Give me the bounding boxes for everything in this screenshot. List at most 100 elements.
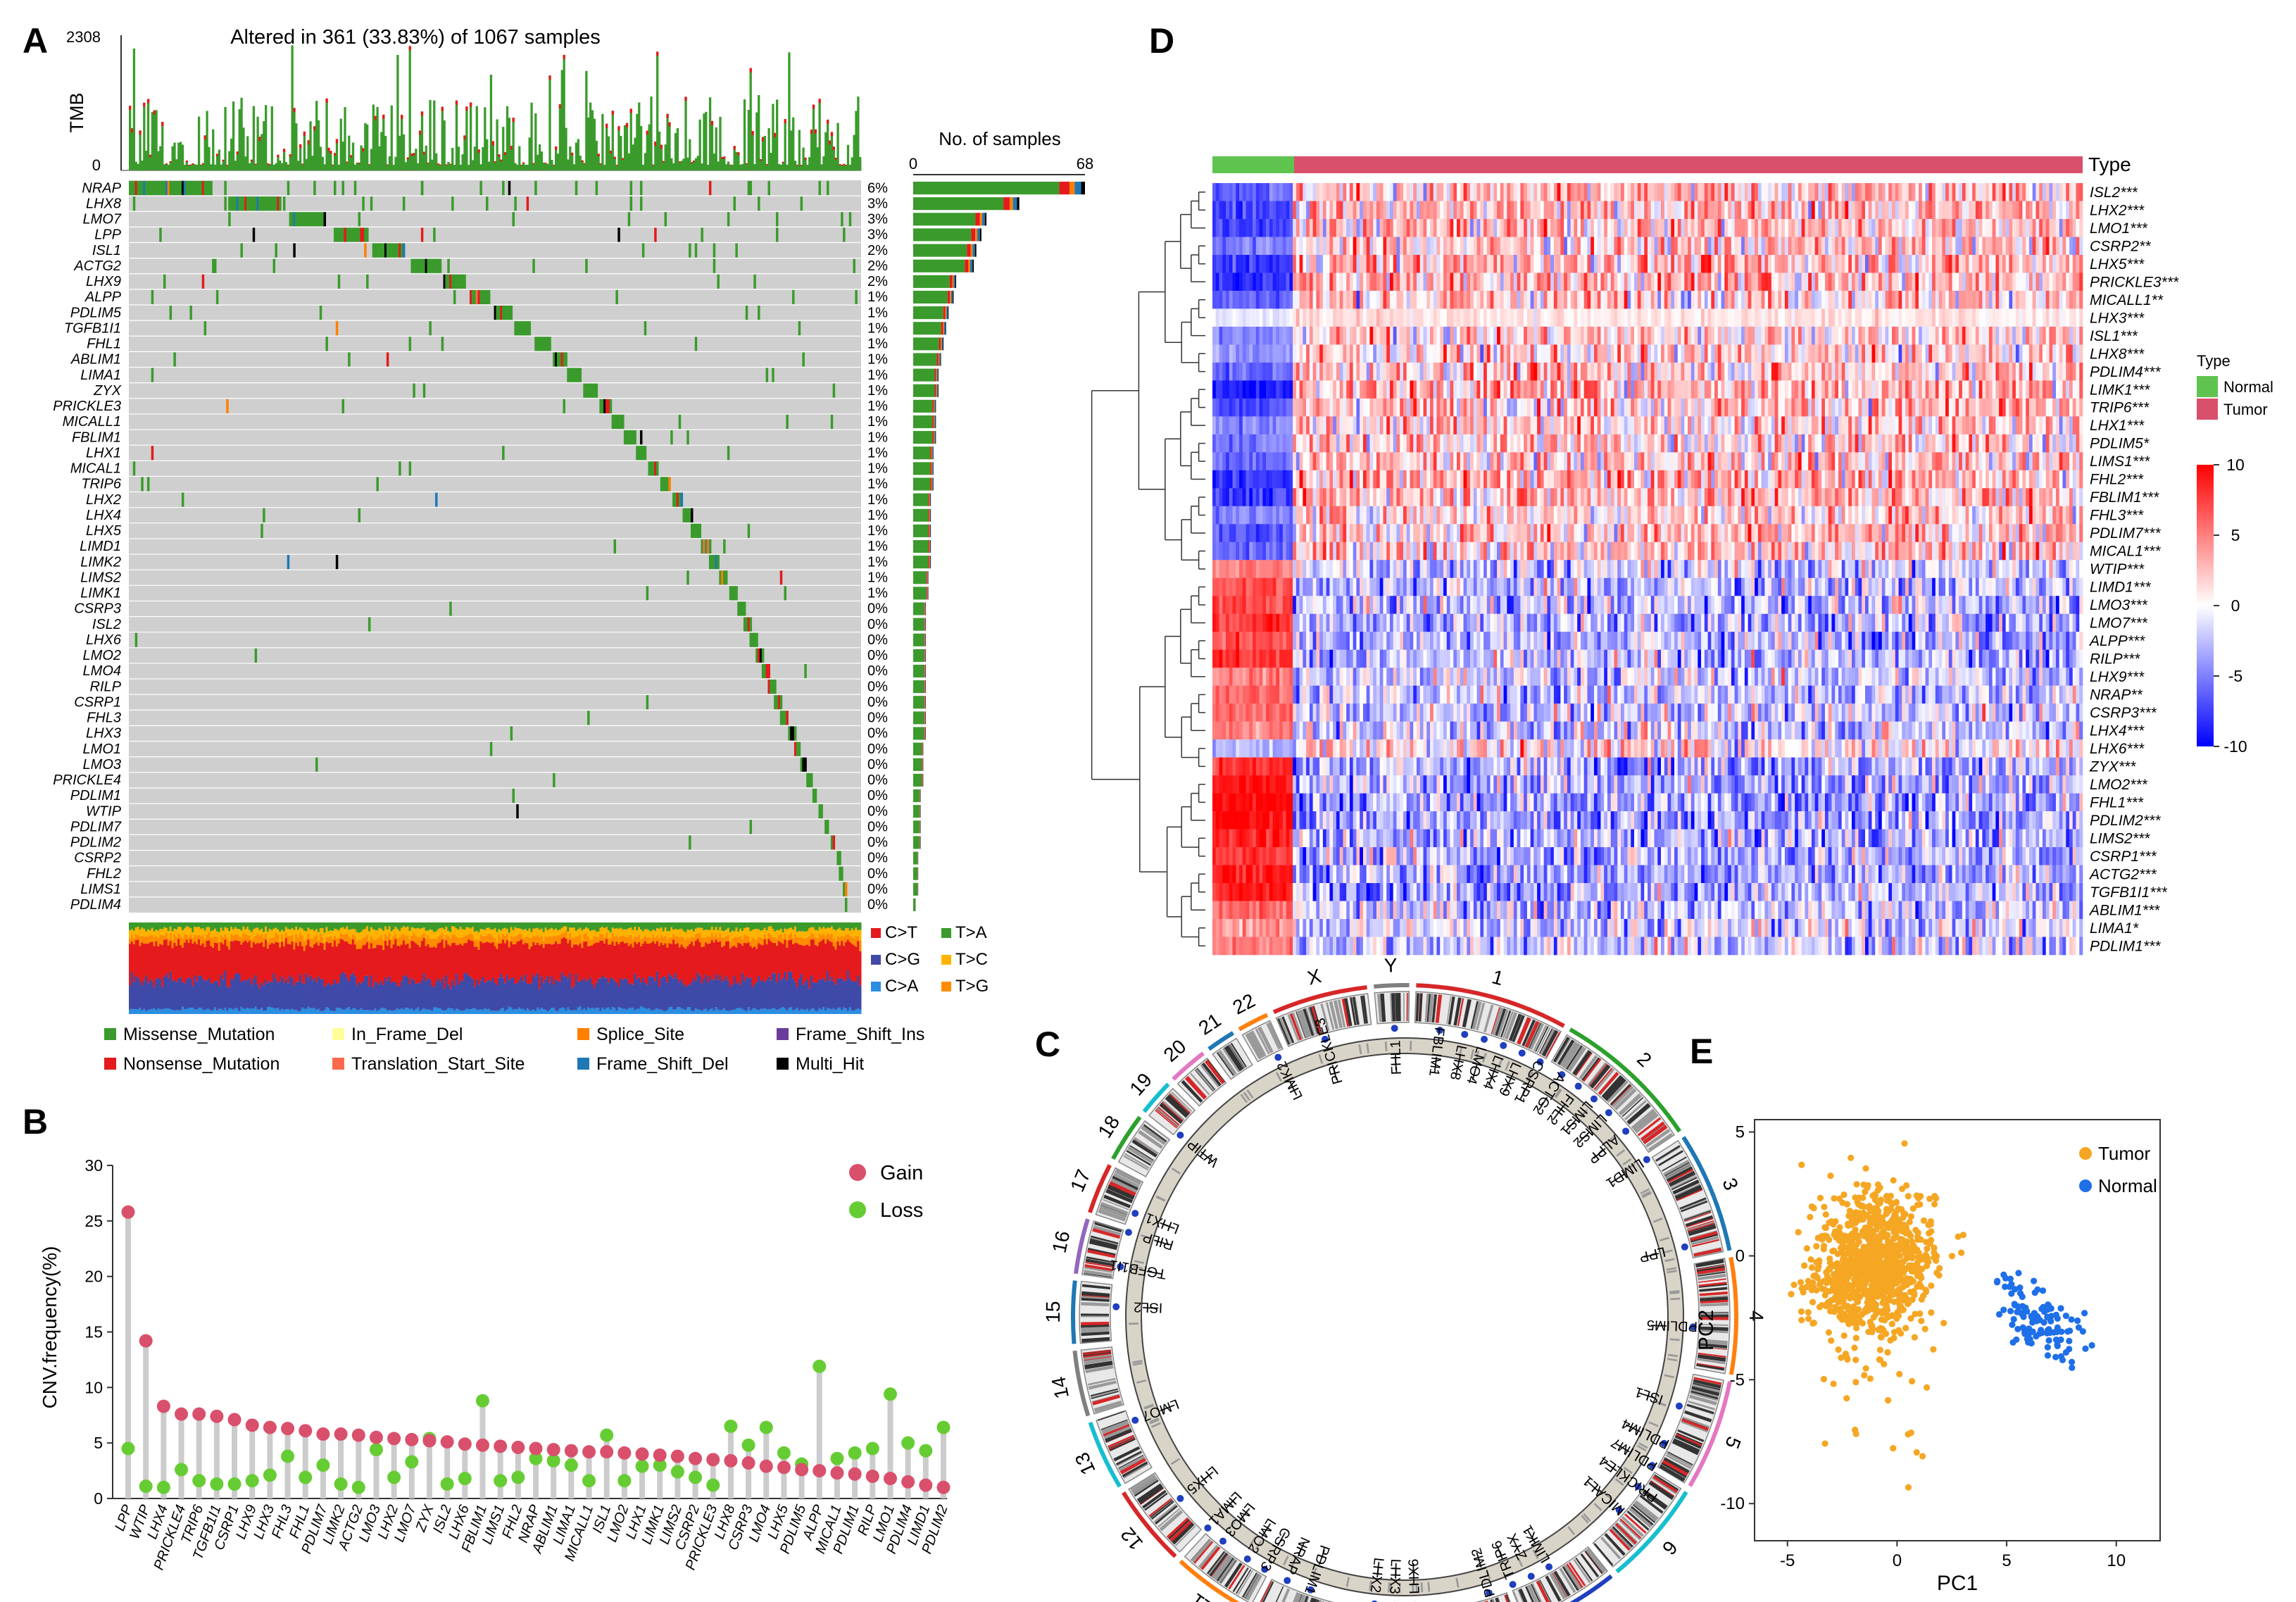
transition-segment [457,930,460,939]
transition-segment [386,1010,389,1014]
transition-segment [498,934,501,944]
transition-segment [364,975,367,1010]
transition-segment [453,1010,456,1014]
transition-segment [524,937,527,944]
transition-segment [776,922,779,931]
transition-segment [471,927,475,935]
oncoplot-percent-label: 1% [867,523,888,539]
mutation-cell [449,274,452,289]
transition-segment [282,931,286,941]
transition-segment [388,1010,391,1014]
transition-segment [366,941,369,976]
transition-segment [181,947,184,983]
tmb-bar [335,139,339,170]
cytoband [1700,1326,1729,1331]
transition-segment [741,1008,744,1014]
transition-segment [215,943,219,981]
transition-segment [520,976,523,1009]
transition-segment [544,944,547,980]
mutation-legend-swatch [332,1058,344,1070]
transition-segment [489,922,493,930]
sample-bar-segment [1003,197,1010,211]
transition-segment [790,927,793,933]
mutation-cell [782,711,785,725]
transition-segment [503,943,507,984]
transition-segment [279,980,282,1010]
tmb-bar-segment [258,137,261,142]
sample-bar-segment [981,213,985,226]
transition-segment [664,927,667,936]
transition-segment [520,1008,523,1014]
cytoband [1512,1015,1525,1043]
oncoplot-gene-label: LMO1 [83,741,121,757]
transition-segment [153,922,156,932]
mutation-cell [790,726,793,741]
sample-bar [913,602,924,615]
transition-segment [445,922,448,927]
cytoband [1699,1287,1728,1292]
heatmap-cell [1343,183,1347,201]
transition-segment [579,922,582,928]
mutation-cell [455,274,458,289]
transition-segment [491,922,495,930]
transition-segment [759,944,763,982]
transition-segment [676,1007,679,1014]
transition-segment [820,928,823,935]
transition-segment [277,942,280,983]
mutation-cell [589,383,592,398]
mutation-cell [776,695,779,710]
transition-segment [155,1010,158,1014]
sample-bar-segment [1059,182,1070,195]
transition-segment [741,922,744,932]
mutation-cell [606,399,608,413]
transition-segment [246,942,249,981]
mutation-cell [422,258,426,273]
mutation-cell [617,227,620,242]
mutation-cell [713,258,716,273]
cnv-loss-dot [529,1451,543,1465]
transition-segment [510,978,513,1008]
cnv-loss-dot [617,1474,632,1488]
transition-segment [220,922,223,928]
tmb-bar-segment [325,98,328,103]
mutation-legend-label: In_Frame_Del [351,1025,463,1044]
tmb-bar [767,127,770,170]
transition-segment [627,1008,631,1014]
tmb-bar [662,161,665,170]
sample-bar [913,571,927,584]
oncoplot-percent-label: 6% [867,180,888,196]
gene-marker [1124,1229,1132,1237]
transition-segment [743,922,746,928]
cytoband [1648,1132,1674,1151]
tmb-bar [370,149,373,170]
transition-segment [692,937,696,946]
mutation-cell [159,227,162,242]
transition-segment [623,943,627,979]
transition-segment [189,1008,192,1014]
sample-bar-segment [1074,182,1081,195]
mutation-cell [263,508,265,522]
transition-segment [739,928,742,936]
transition-segment [745,1010,748,1014]
transition-segment [194,922,196,927]
cytoband [1573,1558,1591,1583]
oncoplot-percent-label: 1% [867,539,888,554]
transition-segment [758,922,760,930]
mutation-cell [563,352,565,367]
heatmap-cell [1266,183,1270,201]
transition-segment [848,1007,852,1014]
transition-segment [755,1009,758,1014]
cnv-gain-dot [813,1464,827,1478]
transition-segment [639,946,643,983]
tmb-bar [212,129,215,170]
transition-segment [672,930,675,935]
transition-segment [399,930,401,937]
transition-segment [703,930,705,938]
transition-segment [747,942,751,979]
mutation-cell [518,321,521,336]
transition-segment [477,949,480,985]
transition-segment [494,1010,496,1014]
mutation-cell [422,383,426,398]
tmb-bar-segment [307,140,310,145]
